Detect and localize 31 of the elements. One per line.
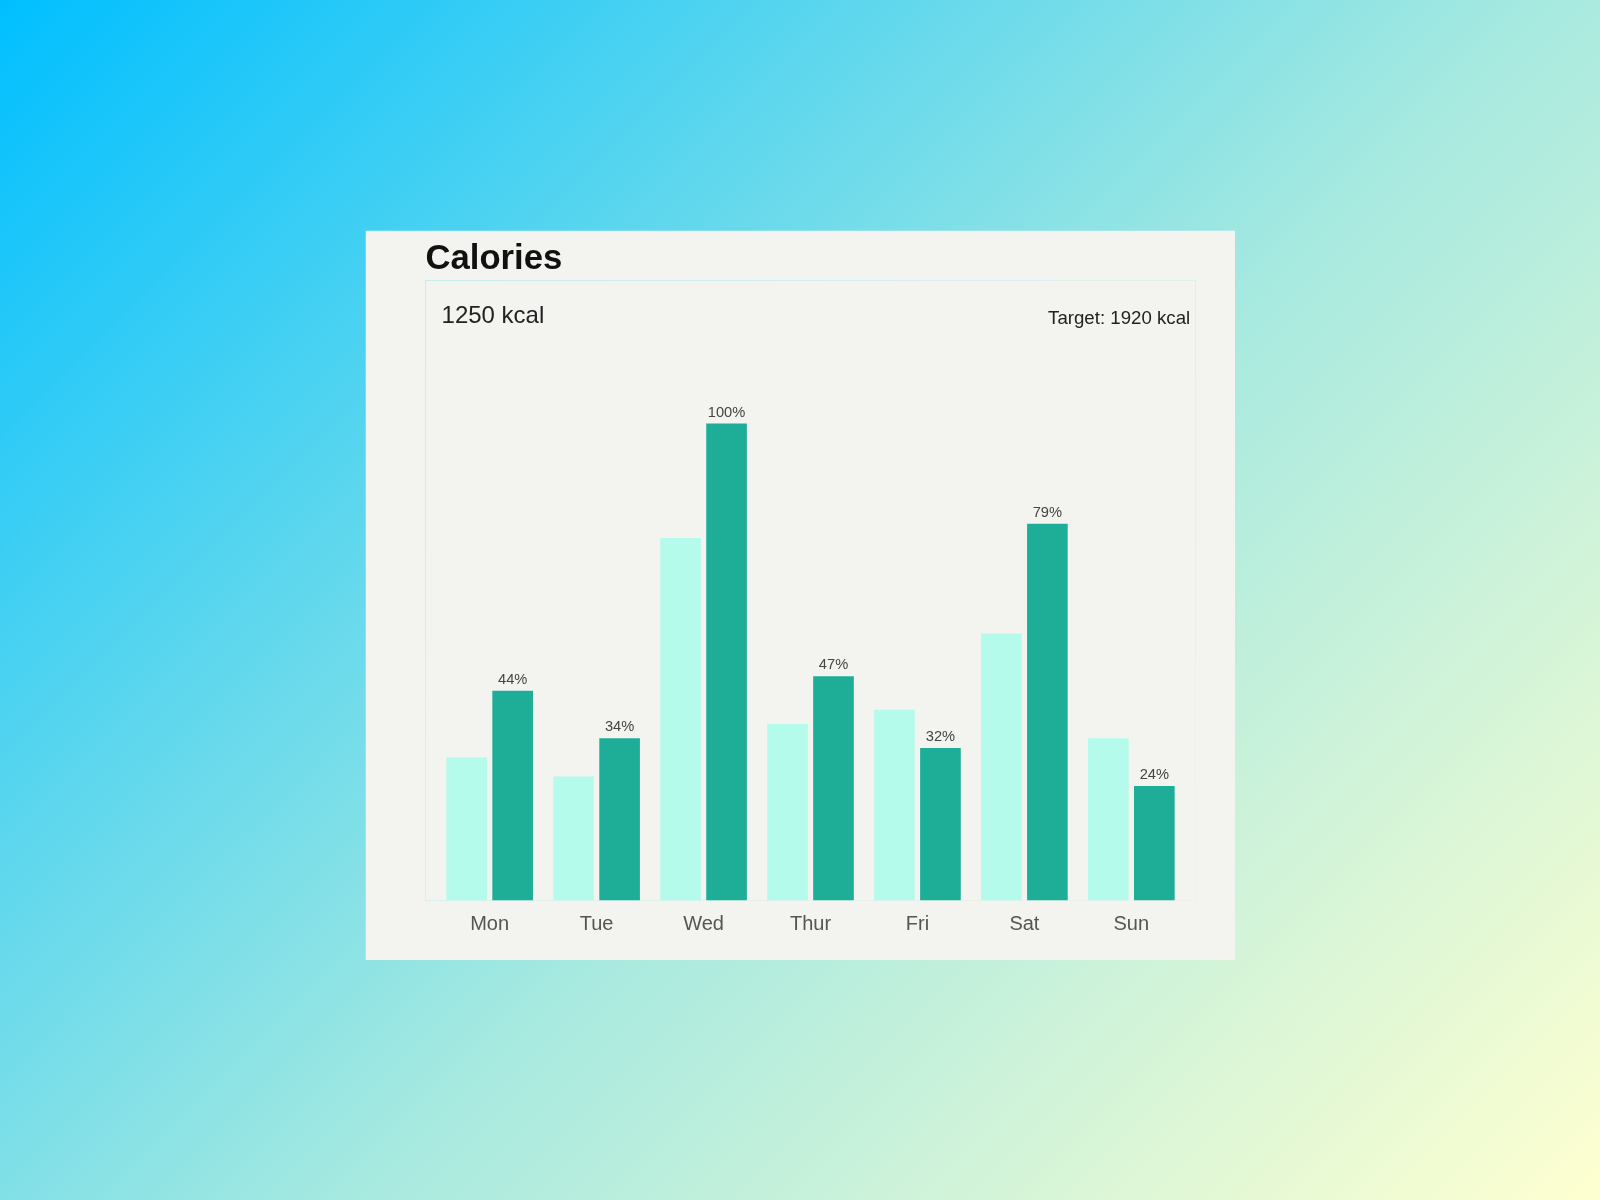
bar	[492, 690, 533, 901]
bar	[599, 738, 640, 901]
bar	[1088, 738, 1129, 901]
bar	[660, 538, 701, 901]
bar	[920, 747, 961, 901]
data-label: 34%	[604, 718, 635, 735]
text: 1250 kcal	[441, 301, 545, 329]
x-tick-label: Sat	[1009, 911, 1040, 934]
x-tick-label: Tue	[579, 911, 614, 934]
data-label: 32%	[925, 727, 956, 744]
x-tick-label: Sun	[1113, 911, 1150, 934]
data-label: 79%	[1032, 503, 1063, 520]
x-tick-label: Wed	[683, 911, 724, 934]
data-label: 24%	[1139, 766, 1169, 783]
bar	[874, 709, 915, 901]
bar	[446, 757, 487, 901]
data-label: 100%	[707, 403, 746, 420]
bar	[553, 776, 594, 901]
data-label: 47%	[818, 656, 849, 673]
bar	[813, 676, 854, 901]
x-tick-label: Thur	[789, 911, 832, 934]
bar	[706, 423, 747, 901]
bar	[1027, 523, 1068, 901]
chart-title: Calories	[425, 237, 563, 276]
x-tick-label: Mon	[470, 911, 510, 934]
bar	[1134, 786, 1175, 901]
text: Target: 1920 kcal	[1048, 307, 1191, 329]
x-tick-label: Fri	[905, 911, 930, 934]
bar	[981, 633, 1022, 901]
bar	[767, 724, 808, 901]
data-label: 44%	[497, 670, 528, 687]
